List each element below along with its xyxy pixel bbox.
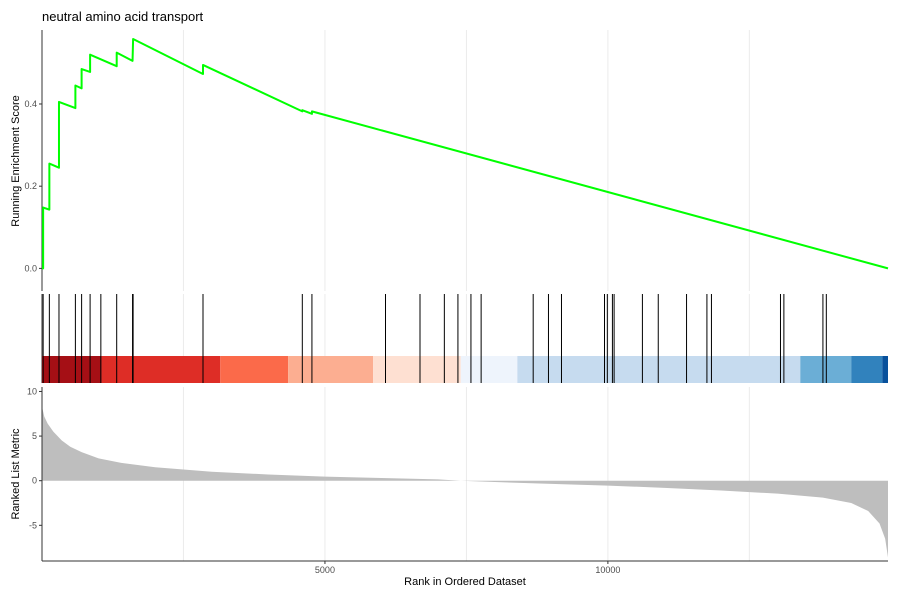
ranked-metric-area [42, 406, 888, 558]
es-y-axis-title: Running Enrichment Score [10, 95, 22, 226]
gene-hit-marks [42, 294, 827, 383]
chart-title: neutral amino acid transport [42, 9, 204, 24]
es-y-tick-label: 0.0 [24, 263, 37, 273]
metric-y-tick-label: -5 [29, 520, 37, 530]
metric-y-tick-label: 5 [32, 431, 37, 441]
heat-band [101, 356, 221, 383]
metric-y-tick-label: 0 [32, 476, 37, 486]
metric-gridlines [182, 387, 750, 561]
heat-band [517, 356, 801, 383]
metric-panel: -5 0 5 10 5000 10000 Ranked List Metric Rank… [10, 386, 888, 588]
heat-band [882, 356, 888, 383]
es-gridlines [182, 30, 750, 291]
x-axis-ticks: 5000 10000 [315, 561, 620, 575]
metric-y-tick-label: 10 [27, 386, 37, 396]
heat-band [373, 356, 461, 383]
heat-band [220, 356, 289, 383]
heat-band [800, 356, 852, 383]
hits-panel [41, 294, 888, 383]
x-axis-title: Rank in Ordered Dataset [404, 576, 526, 588]
heat-band [851, 356, 883, 383]
metric-y-ticks: -5 0 5 10 [27, 386, 42, 530]
ranking-heat-strip [42, 356, 888, 383]
x-tick-label: 10000 [595, 565, 620, 575]
es-y-ticks: 0.0 0.2 0.4 [24, 99, 42, 273]
metric-y-axis-title: Ranked List Metric [10, 428, 22, 520]
heat-band [460, 356, 518, 383]
hits-gridlines [182, 294, 750, 356]
es-panel: 0.0 0.2 0.4 Running Enrichment Score [10, 30, 889, 291]
running-enrichment-line [42, 38, 889, 270]
es-y-tick-label: 0.4 [24, 99, 37, 109]
heat-band [42, 356, 102, 383]
x-tick-label: 5000 [315, 565, 335, 575]
heat-band [288, 356, 374, 383]
es-y-tick-label: 0.2 [24, 181, 37, 191]
